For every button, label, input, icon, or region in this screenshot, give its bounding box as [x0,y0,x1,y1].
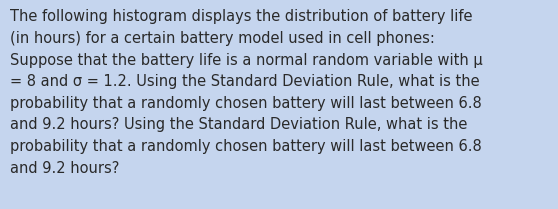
Text: The following histogram displays the distribution of battery life
(in hours) for: The following histogram displays the dis… [10,9,483,176]
